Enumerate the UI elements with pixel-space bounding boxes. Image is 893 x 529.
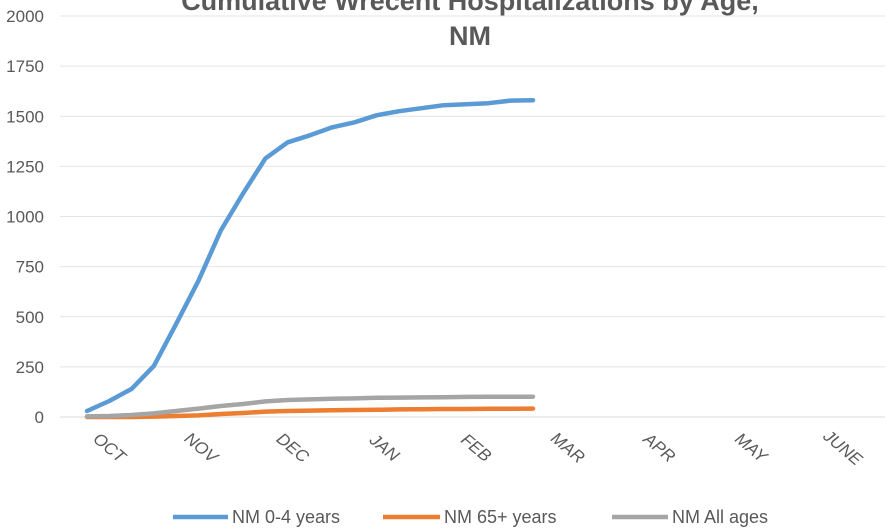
series-line bbox=[84, 97, 536, 414]
chart-title-line-1: Cumulative Wrecent Hospitalizations by A… bbox=[181, 0, 759, 16]
chart-title-line-2: NM bbox=[449, 21, 491, 51]
y-tick-label: 1000 bbox=[6, 208, 44, 227]
y-tick-label: 1250 bbox=[6, 157, 44, 176]
y-tick-label: 250 bbox=[16, 358, 44, 377]
series-lines bbox=[84, 97, 536, 420]
y-tick-label: 1500 bbox=[6, 107, 44, 126]
y-axis-ticks: 0 250 500 750 1000 1250 1500 1750 2000 bbox=[6, 7, 44, 427]
y-tick-label: 750 bbox=[16, 258, 44, 277]
x-tick-label: MAR bbox=[547, 428, 588, 467]
y-tick-label: 1750 bbox=[6, 57, 44, 76]
x-tick-label: FEB bbox=[457, 430, 495, 466]
series-line bbox=[84, 394, 536, 419]
x-tick-label: NOV bbox=[181, 429, 223, 468]
x-tick-label: OCT bbox=[90, 429, 131, 468]
x-tick-label: MAY bbox=[731, 429, 772, 467]
x-axis-ticks: OCT NOV DEC JAN FEB MAR APR MAY JUNE bbox=[90, 426, 867, 470]
x-tick-label: JUNE bbox=[819, 426, 866, 470]
gridlines bbox=[60, 15, 885, 418]
legend: NM 0-4 years NM 65+ years NM All ages bbox=[173, 507, 768, 527]
legend-label: NM All ages bbox=[672, 507, 768, 527]
x-tick-label: APR bbox=[639, 429, 679, 467]
x-tick-label: JAN bbox=[365, 430, 403, 466]
y-tick-label: 500 bbox=[16, 308, 44, 327]
x-tick-label: DEC bbox=[273, 429, 313, 467]
y-tick-label: 0 bbox=[35, 408, 44, 427]
y-tick-label: 2000 bbox=[6, 7, 44, 26]
legend-label: NM 0-4 years bbox=[232, 507, 340, 527]
series-line bbox=[84, 406, 536, 420]
legend-label: NM 65+ years bbox=[444, 507, 557, 527]
chart-title: Cumulative Wrecent Hospitalizations by A… bbox=[181, 0, 759, 51]
